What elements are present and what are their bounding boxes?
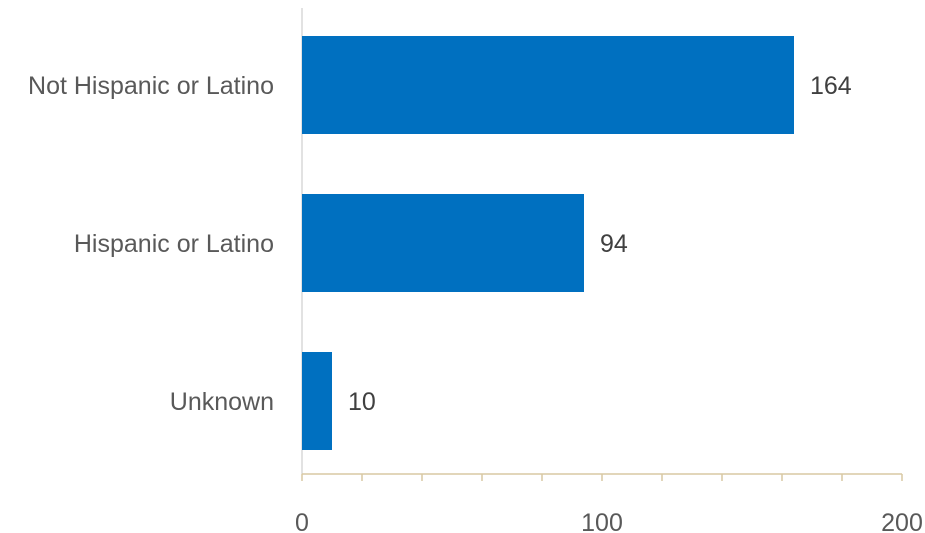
- category-label: Hispanic or Latino: [74, 230, 274, 258]
- x-axis-ticks: [301, 474, 903, 481]
- bars: [302, 36, 794, 450]
- bar: [302, 352, 332, 450]
- data-labels: 164 94 10: [348, 72, 852, 416]
- x-tick-label: 0: [295, 509, 309, 533]
- bar: [302, 36, 794, 134]
- bar-value-label: 164: [810, 72, 852, 100]
- x-tick-label: 100: [581, 509, 623, 533]
- category-label: Unknown: [170, 388, 274, 416]
- bar-value-label: 94: [600, 230, 628, 258]
- bar-value-label: 10: [348, 388, 376, 416]
- category-label: Not Hispanic or Latino: [28, 72, 274, 100]
- category-labels: Not Hispanic or Latino Hispanic or Latino…: [28, 72, 274, 416]
- bar: [302, 194, 584, 292]
- x-axis-tick-labels: 0 100 200: [295, 509, 923, 533]
- x-tick-label: 200: [881, 509, 923, 533]
